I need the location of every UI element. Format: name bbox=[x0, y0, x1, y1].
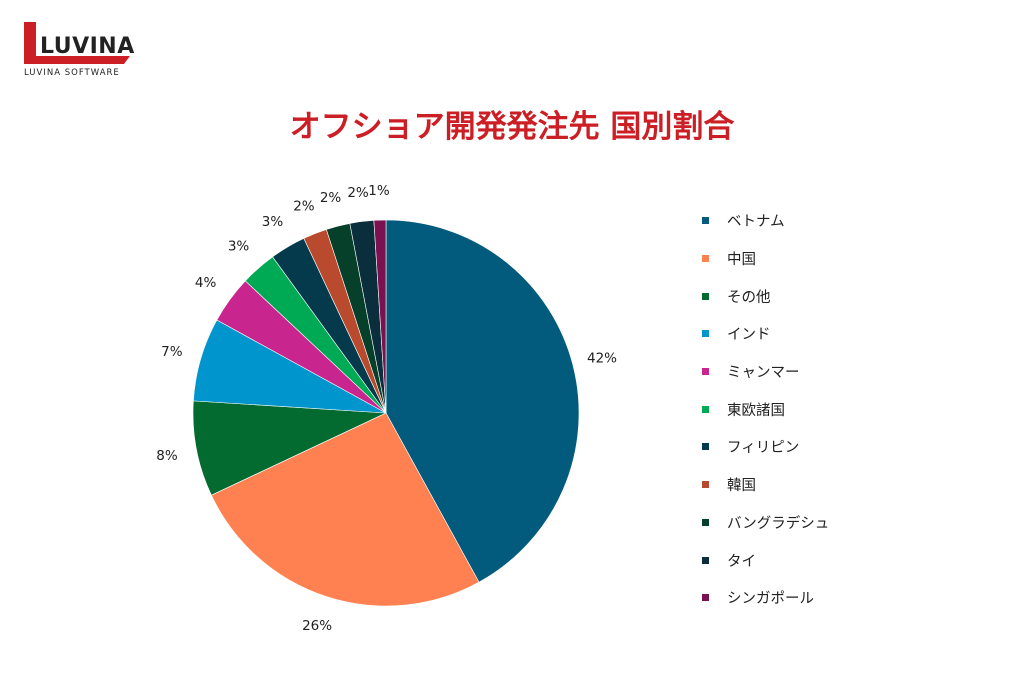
legend-label-7: 韓国 bbox=[727, 478, 756, 495]
pie-slices bbox=[192, 219, 580, 607]
legend-item-1: 中国 bbox=[702, 240, 1002, 278]
pie-data-label-5: 3% bbox=[228, 239, 250, 255]
logo-subtext: LUVINA SOFTWARE bbox=[24, 68, 120, 78]
legend-swatch-1 bbox=[702, 255, 709, 263]
legend-item-6: フィリピン bbox=[702, 428, 1002, 466]
pie-data-label-3: 7% bbox=[161, 344, 183, 360]
pie-data-labels: 42%26%8%7%4%3%3%2%2% 2% 1% bbox=[156, 183, 617, 634]
legend-swatch-0 bbox=[702, 217, 709, 225]
legend-label-6: フィリピン bbox=[727, 440, 800, 457]
company-logo: LUVINA LUVINA SOFTWARE bbox=[22, 18, 152, 78]
legend-label-0: ベトナム bbox=[727, 214, 785, 231]
pie-data-label-0: 42% bbox=[587, 351, 617, 367]
pie-data-label-6: 3% bbox=[262, 214, 284, 230]
legend-swatch-7 bbox=[702, 481, 709, 489]
legend-label-4: ミャンマー bbox=[727, 365, 800, 382]
legend-item-8: バングラデシュ bbox=[702, 504, 1002, 542]
legend-item-0: ベトナム bbox=[702, 202, 1002, 240]
legend-swatch-4 bbox=[702, 368, 709, 376]
pie-data-label-9: 2% bbox=[347, 185, 369, 201]
pie-data-label-7: 2% bbox=[293, 199, 315, 215]
legend-label-2: その他 bbox=[727, 289, 771, 306]
legend-label-9: タイ bbox=[727, 553, 756, 570]
pie-slice-2 bbox=[192, 400, 387, 496]
chart-legend: ベトナム中国その他インドミャンマー東欧諸国フィリピン韓国バングラデシュ タイシンガ… bbox=[702, 202, 1002, 617]
legend-item-3: インド bbox=[702, 315, 1002, 353]
legend-label-8: バングラデシュ bbox=[727, 515, 830, 532]
legend-swatch-6 bbox=[702, 443, 709, 451]
legend-swatch-10 bbox=[702, 594, 709, 602]
pie-slice-0 bbox=[385, 219, 580, 583]
pie-slice-10 bbox=[373, 219, 387, 414]
pie-slice-1 bbox=[210, 412, 480, 607]
pie-data-label-4: 4% bbox=[195, 275, 217, 291]
legend-swatch-9 bbox=[702, 556, 709, 564]
legend-label-1: 中国 bbox=[727, 252, 756, 269]
legend-swatch-5 bbox=[702, 405, 709, 413]
legend-item-4: ミャンマー bbox=[702, 353, 1002, 391]
legend-item-5: 東欧諸国 bbox=[702, 390, 1002, 428]
legend-label-3: インド bbox=[727, 327, 771, 344]
legend-label-10: シンガポール bbox=[727, 591, 814, 608]
pie-data-label-10: 1% bbox=[368, 183, 390, 199]
legend-item-2: その他 bbox=[702, 277, 1002, 315]
chart-title: オフショア開発発注先 国別割合 bbox=[289, 109, 735, 145]
pie-data-label-8: 2% bbox=[320, 190, 342, 206]
logo-wordmark: LUVINA bbox=[40, 34, 134, 59]
pie-data-label-1: 26% bbox=[302, 618, 332, 634]
legend-item-7: 韓国 bbox=[702, 466, 1002, 504]
luvina-logo-mark: LUVINA bbox=[24, 22, 134, 64]
legend-label-5: 東欧諸国 bbox=[727, 402, 785, 419]
legend-swatch-8 bbox=[702, 518, 709, 526]
legend-swatch-3 bbox=[702, 330, 709, 338]
legend-item-10: シンガポール bbox=[702, 579, 1002, 617]
legend-item-9: タイ bbox=[702, 541, 1002, 579]
pie-data-label-2: 8% bbox=[156, 448, 178, 464]
legend-swatch-2 bbox=[702, 292, 709, 300]
